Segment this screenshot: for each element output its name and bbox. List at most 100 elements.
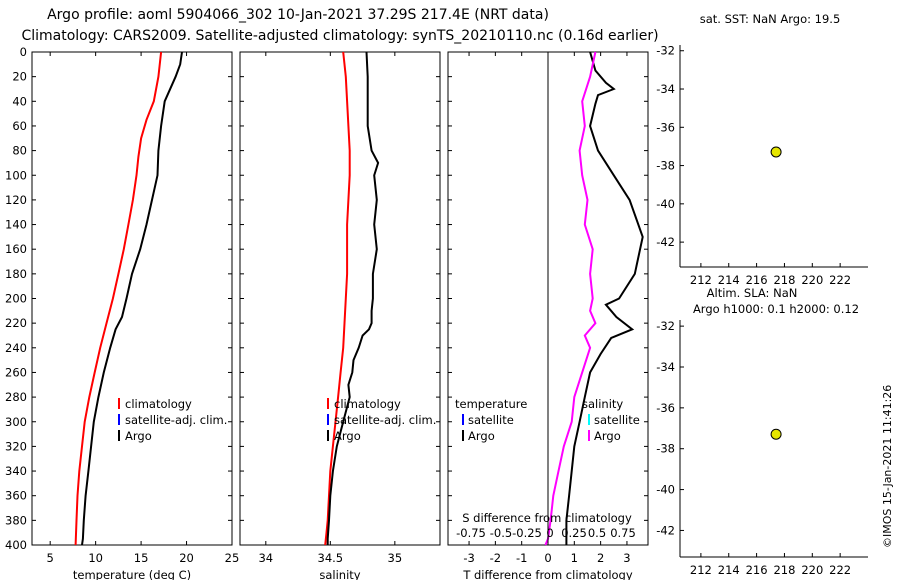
sla_map-ytick-label: -42 [656, 523, 675, 537]
depth-tick-label: 0 [20, 45, 27, 59]
depth-tick-label: 280 [5, 390, 27, 404]
temperature-xtick-label: 15 [134, 551, 149, 565]
sla_map-xtick-label: 222 [829, 563, 851, 577]
difference-xtick-label: -3 [463, 551, 474, 565]
sst_map-xtick-label: 220 [801, 273, 823, 287]
depth-tick-label: 340 [5, 464, 27, 478]
sst_map-xtick-label: 222 [829, 273, 851, 287]
figure-title-line2: Climatology: CARS2009. Satellite-adjuste… [21, 28, 658, 44]
difference-xtick-label: -1 [516, 551, 527, 565]
difference-xtick-label: 2 [597, 551, 604, 565]
difference-legend-label: satellite [594, 413, 640, 427]
difference-s-tick-label: 0.25 [561, 526, 587, 540]
salinity-plot-frame [239, 51, 441, 546]
sst-map-title: sat. SST: NaN Argo: 19.5 [700, 12, 841, 26]
sla-map-subtitle: Argo h1000: 0.1 h2000: 0.12 [693, 302, 859, 316]
difference-legend-salinity-title: salinity [582, 397, 623, 411]
salinity-series-climatology [324, 51, 351, 546]
difference-legend-temperature-title: temperature [455, 397, 527, 411]
depth-tick-label: 100 [5, 168, 27, 182]
salinity-xtick-label: 35 [388, 551, 403, 565]
depth-tick-label: 60 [12, 119, 27, 133]
sla_map-ytick-label: -40 [656, 483, 675, 497]
depth-tick-label: 120 [5, 193, 27, 207]
salinity-legend-label: Argo [334, 429, 361, 443]
sla_map-argo-position-marker [770, 428, 782, 440]
difference-xtick-label: 1 [571, 551, 578, 565]
temperature-plot-frame [31, 51, 233, 546]
sst_map-ytick-label: -40 [656, 197, 675, 211]
sst-map-panel: -32 -34 -36 -38 -40 -42 212 214 216 218 220 222 sat.… [656, 12, 868, 287]
depth-tick-label: 80 [12, 144, 27, 158]
temperature-xtick-label: 10 [88, 551, 103, 565]
difference-panel: -3 -2 -1 0 1 2 3 T difference from climatology t… [447, 51, 649, 580]
depth-tick-label: 220 [5, 316, 27, 330]
difference-s-tick-label: 0 [546, 526, 553, 540]
difference-s-tick-label: 0.75 [610, 526, 636, 540]
difference-legend-label: Argo [594, 429, 621, 443]
sst_map-argo-position-marker [770, 146, 782, 158]
depth-tick-label: 180 [5, 267, 27, 281]
difference-s-axis-label: S difference from climatology [462, 511, 632, 525]
sst_map-ytick-label: -34 [656, 82, 675, 96]
sla_map-xtick-label: 212 [690, 563, 712, 577]
difference-s-tick-label: -0.5 [490, 526, 512, 540]
difference-xtick-label: -2 [490, 551, 501, 565]
temperature-series-climatology [74, 51, 163, 546]
salinity-legend-label: climatology [334, 397, 401, 411]
depth-tick-label: 40 [12, 94, 27, 108]
sst_map-ytick-label: -36 [656, 120, 675, 134]
sla-map-panel: -32 -34 -36 -38 -40 -42 212 214 216 218 220 222 Alti… [656, 286, 868, 577]
credit-text: ©IMOS 15-Jan-2021 11:41:26 [881, 385, 894, 548]
sst_map-xtick-label: 216 [746, 273, 768, 287]
difference-xtick-label: 0 [544, 551, 551, 565]
depth-tick-label: 380 [5, 513, 27, 527]
salinity-xtick-label: 34 [258, 551, 273, 565]
temperature-series-argo [81, 51, 183, 546]
sst_map-xtick-label: 212 [690, 273, 712, 287]
temperature-xtick-label: 20 [179, 551, 194, 565]
sla_map-ytick-label: -38 [656, 442, 675, 456]
sla_map-ytick-label: -34 [656, 360, 675, 374]
sla_map-xtick-label: 216 [746, 563, 768, 577]
difference-s-tick-label: -0.75 [456, 526, 486, 540]
difference-s-tick-label: 0.5 [588, 526, 606, 540]
sst_map-xtick-label: 218 [773, 273, 795, 287]
depth-tick-label: 400 [5, 538, 27, 552]
figure-title-line1: Argo profile: aoml 5904066_302 10-Jan-20… [47, 7, 549, 23]
sla-map-title: Altim. SLA: NaN [707, 286, 798, 300]
depth-tick-label: 320 [5, 439, 27, 453]
temperature-legend-label: climatology [125, 397, 192, 411]
salinity-series-argo [326, 51, 380, 545]
sst_map-ytick-label: -38 [656, 159, 675, 173]
difference-legend-label: satellite [468, 413, 514, 427]
depth-tick-label: 260 [5, 365, 27, 379]
temperature-panel: 0 20 40 60 80 100 120 140 160 180 200 220 240 260 280 3… [5, 45, 239, 580]
depth-tick-label: 140 [5, 218, 27, 232]
difference-xtick-label: 3 [623, 551, 630, 565]
salinity-xtick-label: 34.5 [318, 551, 344, 565]
depth-tick-label: 300 [5, 415, 27, 429]
sla_map-ytick-label: -36 [656, 401, 675, 415]
sst_map-ytick-label: -32 [656, 44, 675, 58]
depth-tick-label: 240 [5, 341, 27, 355]
sla_map-ytick-label: -32 [656, 319, 675, 333]
sla_map-xtick-label: 220 [801, 563, 823, 577]
temperature-legend-label: satellite-adj. clim. [125, 413, 227, 427]
difference-series-s-argo [544, 51, 597, 546]
depth-tick-label: 20 [12, 70, 27, 84]
salinity-panel: 34 34.5 35 salinity climatology satellite-adj… [239, 51, 441, 580]
sst_map-ytick-label: -42 [656, 235, 675, 249]
temperature-legend-label: Argo [125, 429, 152, 443]
depth-tick-label: 360 [5, 489, 27, 503]
temperature-xlabel: temperature (deg C) [73, 568, 191, 580]
sla_map-xtick-label: 214 [718, 563, 740, 577]
temperature-xtick-label: 5 [47, 551, 54, 565]
difference-xlabel: T difference from climatology [462, 568, 633, 580]
difference-legend-label: Argo [468, 429, 495, 443]
salinity-xlabel: salinity [319, 568, 360, 580]
difference-series-t-argo [565, 51, 644, 545]
temperature-xtick-label: 25 [225, 551, 240, 565]
depth-tick-label: 200 [5, 292, 27, 306]
